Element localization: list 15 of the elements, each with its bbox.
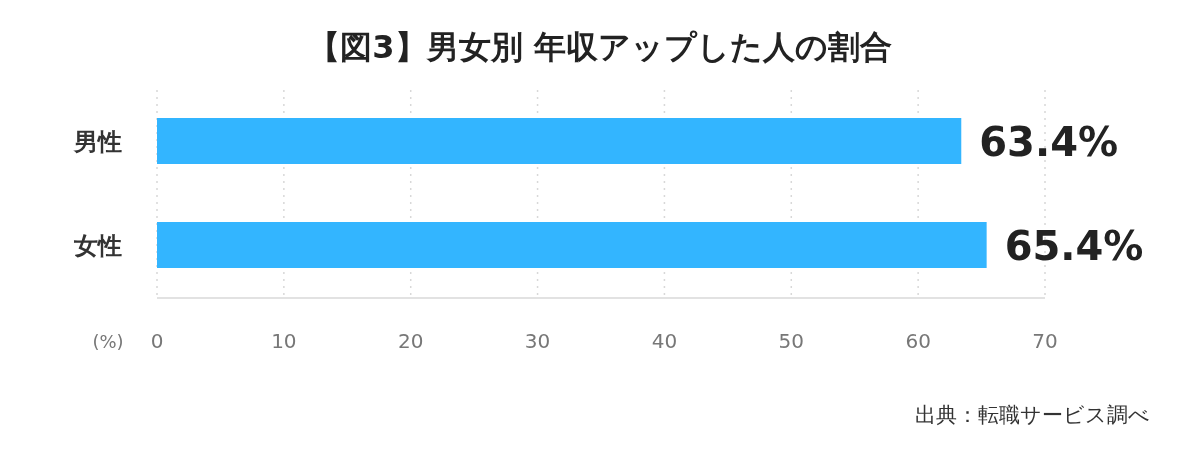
data-label: 65.4% <box>1004 223 1144 269</box>
x-tick-label: 70 <box>1032 329 1058 353</box>
x-tick-label: 0 <box>150 329 164 353</box>
data-label: 63.4% <box>979 119 1119 165</box>
x-tick-label: 20 <box>397 329 424 353</box>
x-tick-label: 30 <box>524 329 551 353</box>
y-tick-label: 女性 <box>73 232 122 260</box>
y-tick-label: 男性 <box>73 128 122 156</box>
x-axis-title: (%) <box>92 331 124 352</box>
x-tick-label: 10 <box>271 329 297 353</box>
source-note: 出典：転職サービス調べ <box>915 403 1150 427</box>
x-tick-label: 40 <box>651 329 678 353</box>
x-tick-label: 60 <box>905 329 931 353</box>
x-tick-label: 50 <box>778 329 805 353</box>
chart-title: 【図3】男女別 年収アップした人の割合 <box>308 28 892 66</box>
